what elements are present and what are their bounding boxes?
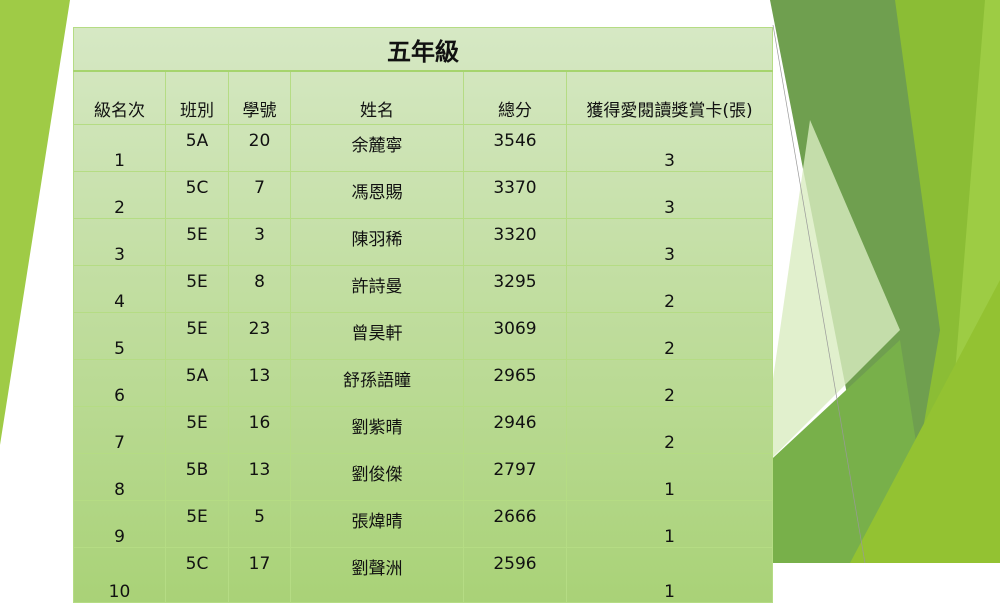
cell-total: 2797 [463, 453, 567, 501]
cell-student-no: 17 [228, 547, 291, 603]
cell-reward-cards: 3 [565, 171, 774, 219]
table-row: 9 5E 5 張煒晴 2666 1 [73, 500, 774, 548]
cell-class: 5E [165, 265, 229, 313]
cell-rank: 3 [73, 218, 166, 266]
table-row: 3 5E 3 陳羽稀 3320 3 [73, 218, 774, 266]
cell-student-no: 13 [228, 453, 291, 501]
table-row: 8 5B 13 劉俊傑 2797 1 [73, 453, 774, 501]
table-row: 4 5E 8 許詩曼 3295 2 [73, 265, 774, 313]
cell-total: 3069 [463, 312, 567, 360]
slide-background-shapes [0, 0, 1000, 563]
cell-student-no: 20 [228, 124, 291, 172]
cell-rank: 2 [73, 171, 166, 219]
cell-class: 5E [165, 500, 229, 548]
cell-student-no: 7 [228, 171, 291, 219]
cell-rank: 1 [73, 124, 166, 172]
header-class: 班別 [165, 70, 229, 125]
cell-reward-cards: 1 [565, 547, 774, 603]
cell-reward-cards: 2 [565, 406, 774, 454]
cell-rank: 4 [73, 265, 166, 313]
cell-total: 3546 [463, 124, 567, 172]
table-title: 五年級 [72, 27, 774, 72]
cell-total: 3370 [463, 171, 567, 219]
table-row: 5 5E 23 曾昊軒 3069 2 [73, 312, 774, 360]
cell-class: 5E [165, 312, 229, 360]
table-row: 7 5E 16 劉紫晴 2946 2 [73, 406, 774, 454]
cell-student-no: 13 [228, 359, 291, 407]
grade-5-ranking-table: 五年級 級名次 班別 學號 姓名 總分 獲得愛閱讀獎賞卡(張) 1 5A 20 余麓寧… [72, 27, 774, 603]
cell-student-no: 23 [228, 312, 291, 360]
cell-total: 2596 [463, 547, 567, 603]
cell-class: 5A [165, 359, 229, 407]
cell-name: 馮恩賜 [290, 171, 464, 219]
cell-class: 5E [165, 406, 229, 454]
cell-name: 舒孫語瞳 [290, 359, 464, 407]
cell-name: 張煒晴 [290, 500, 464, 548]
header-student-no: 學號 [228, 70, 291, 125]
cell-class: 5C [165, 547, 229, 603]
cell-total: 3320 [463, 218, 567, 266]
cell-reward-cards: 3 [565, 218, 774, 266]
cell-name: 曾昊軒 [290, 312, 464, 360]
cell-rank: 5 [73, 312, 166, 360]
lime-green-shape [850, 280, 1000, 563]
cell-total: 2946 [463, 406, 567, 454]
cell-student-no: 16 [228, 406, 291, 454]
cell-reward-cards: 1 [565, 500, 774, 548]
pale-green-shape [760, 120, 900, 470]
cell-reward-cards: 2 [565, 359, 774, 407]
cell-total: 2666 [463, 500, 567, 548]
cell-student-no: 5 [228, 500, 291, 548]
cell-class: 5C [165, 171, 229, 219]
cell-total: 3295 [463, 265, 567, 313]
cell-name: 劉紫晴 [290, 406, 464, 454]
cell-name: 許詩曼 [290, 265, 464, 313]
cell-rank: 6 [73, 359, 166, 407]
cell-class: 5B [165, 453, 229, 501]
cell-name: 劉聲洲 [290, 547, 464, 603]
cell-rank: 10 [73, 547, 166, 603]
cell-rank: 9 [73, 500, 166, 548]
cell-rank: 7 [73, 406, 166, 454]
cell-name: 劉俊傑 [290, 453, 464, 501]
cell-rank: 8 [73, 453, 166, 501]
cell-reward-cards: 1 [565, 453, 774, 501]
table-row: 10 5C 17 劉聲洲 2596 1 [73, 547, 774, 603]
cell-total: 2965 [463, 359, 567, 407]
thin-line [772, 24, 866, 563]
cell-name: 陳羽稀 [290, 218, 464, 266]
table-row: 1 5A 20 余麓寧 3546 3 [73, 124, 774, 172]
cell-class: 5A [165, 124, 229, 172]
cell-student-no: 8 [228, 265, 291, 313]
header-reward-cards: 獲得愛閱讀獎賞卡(張) [565, 70, 774, 125]
header-total: 總分 [463, 70, 567, 125]
cell-class: 5E [165, 218, 229, 266]
cell-name: 余麓寧 [290, 124, 464, 172]
header-row: 級名次 班別 學號 姓名 總分 獲得愛閱讀獎賞卡(張) [73, 70, 774, 125]
cell-reward-cards: 2 [565, 265, 774, 313]
table-row: 6 5A 13 舒孫語瞳 2965 2 [73, 359, 774, 407]
header-rank: 級名次 [73, 70, 166, 125]
cell-student-no: 3 [228, 218, 291, 266]
cell-reward-cards: 3 [565, 124, 774, 172]
left-green-triangle [0, 0, 70, 445]
header-name: 姓名 [290, 70, 464, 125]
cell-reward-cards: 2 [565, 312, 774, 360]
table-row: 2 5C 7 馮恩賜 3370 3 [73, 171, 774, 219]
